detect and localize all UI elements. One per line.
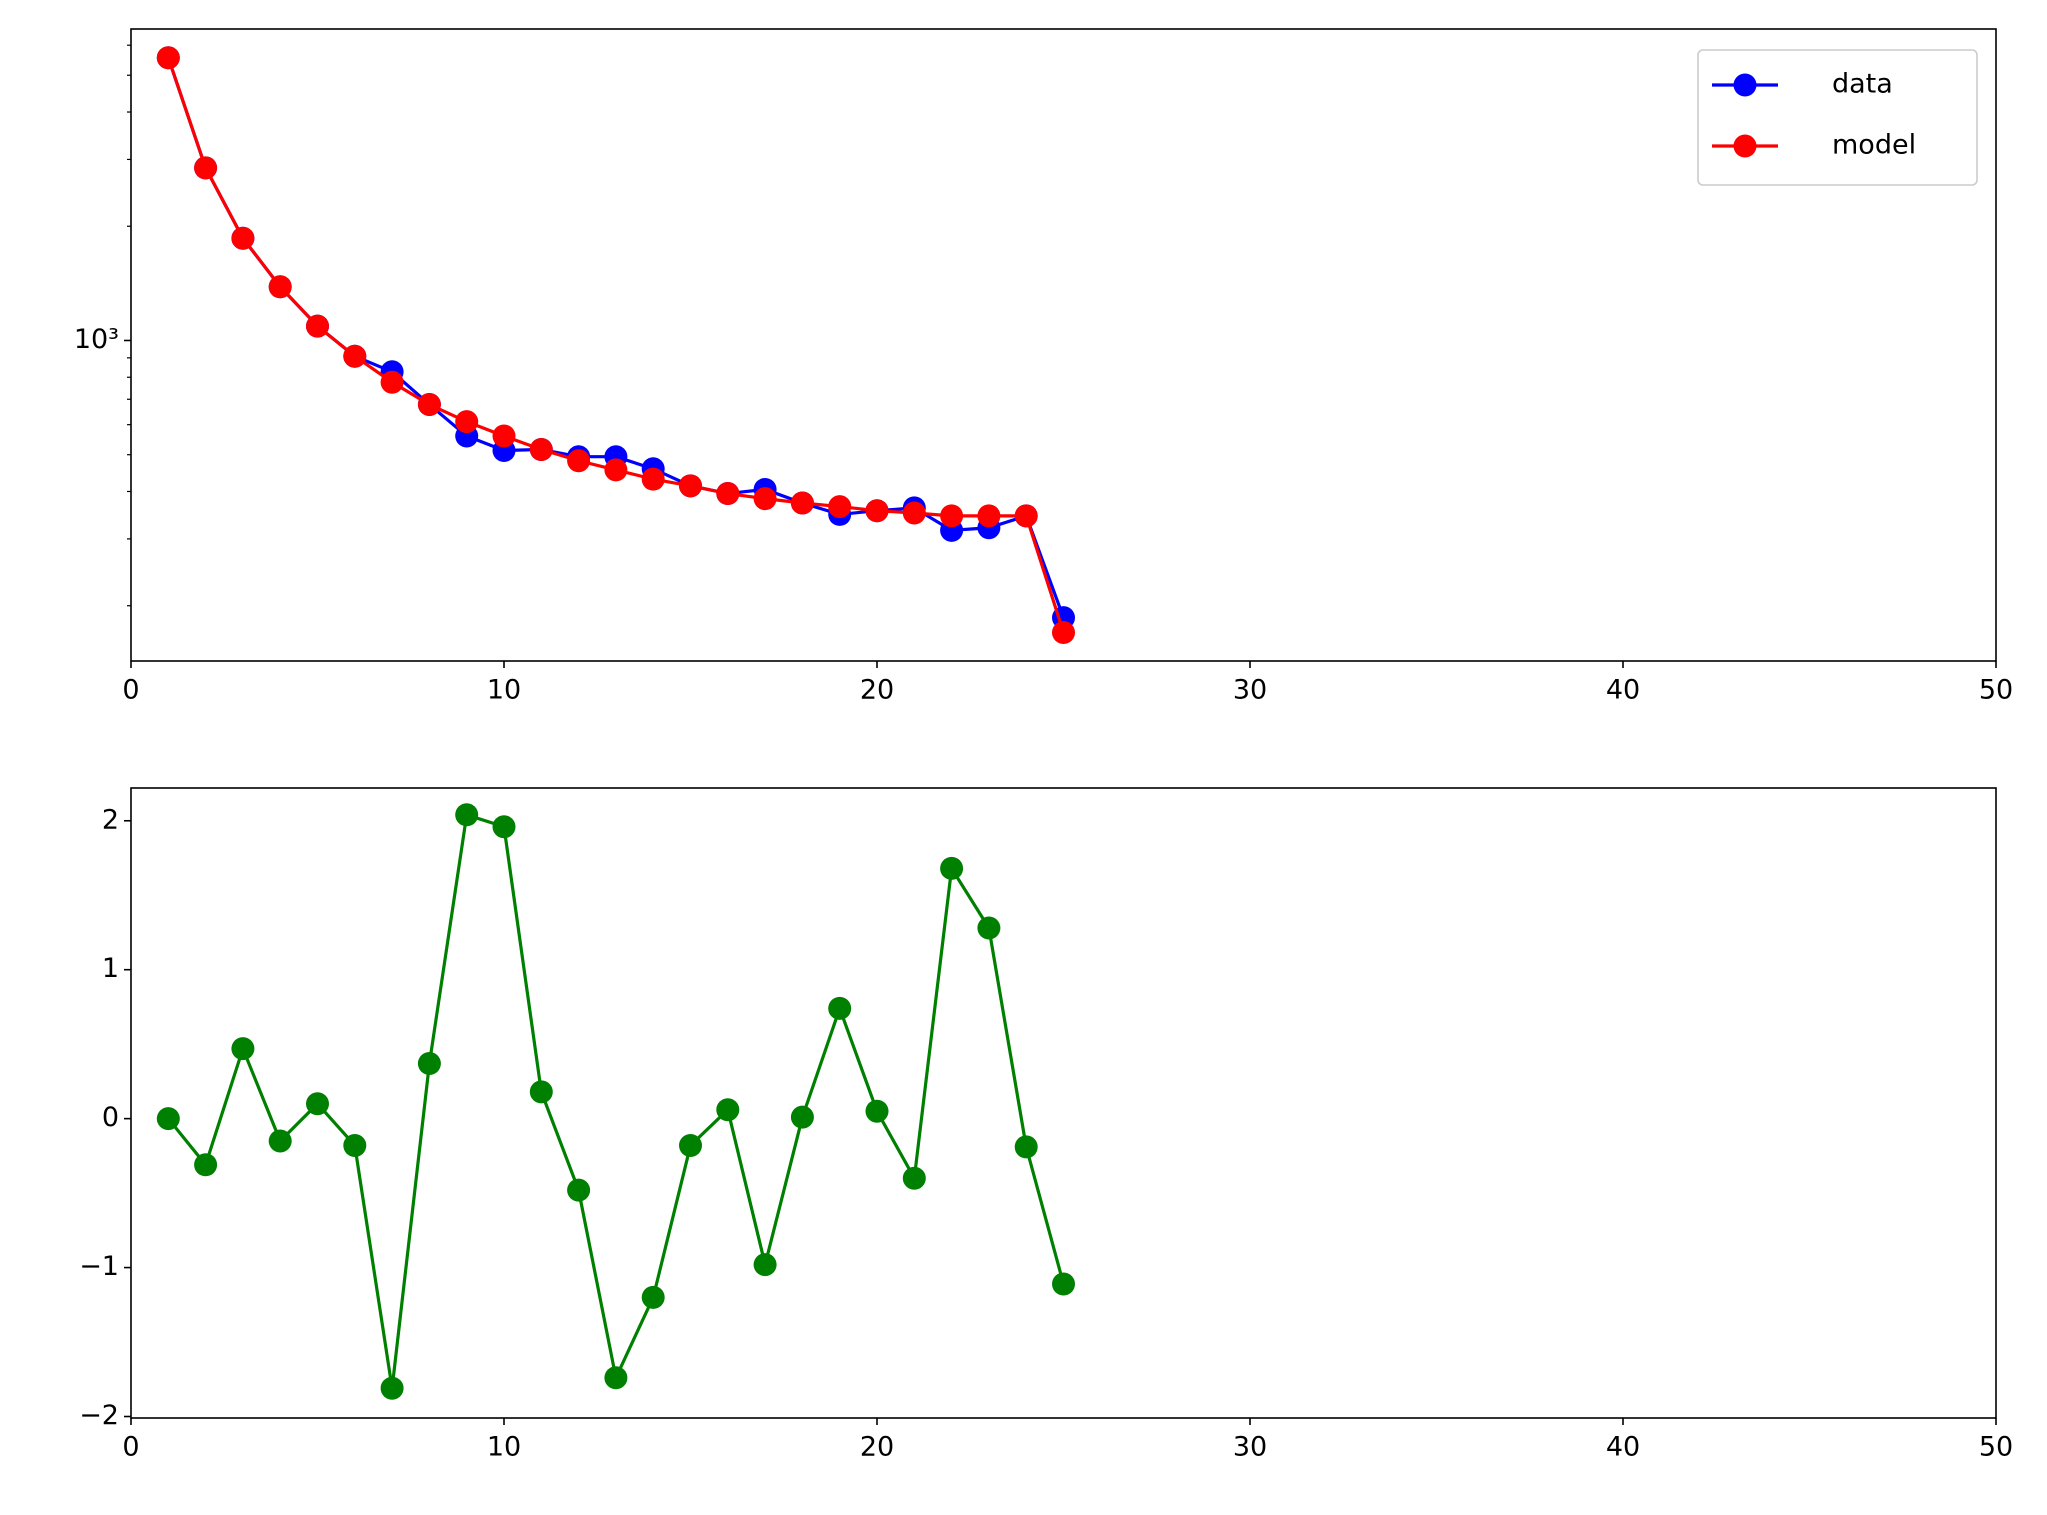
x-tick-label: 30 [1233, 1432, 1267, 1463]
x-tick-label: 10 [487, 675, 521, 706]
marker [902, 501, 926, 525]
marker [679, 474, 702, 498]
marker [380, 370, 404, 394]
legend-marker [1733, 73, 1757, 97]
series-line [166, 57, 1066, 633]
marker [194, 1153, 218, 1177]
marker [753, 487, 777, 511]
marker [529, 1080, 553, 1104]
x-tick-label: 50 [1979, 675, 2013, 706]
marker [790, 1105, 814, 1129]
marker [1014, 504, 1038, 528]
marker [865, 1099, 889, 1123]
marker [194, 156, 218, 180]
marker [902, 1166, 926, 1190]
marker [306, 1092, 329, 1116]
y-tick-label: −2 [79, 1400, 119, 1431]
y-tick-label: 0 [102, 1102, 119, 1133]
legend-marker [1733, 134, 1757, 158]
legend-label: data [1832, 69, 1893, 100]
legend: data model [1697, 49, 1978, 186]
marker [716, 482, 740, 506]
marker [567, 449, 591, 473]
legend-label: model [1832, 130, 1916, 161]
marker [977, 916, 1001, 940]
marker [1052, 620, 1075, 644]
marker [604, 458, 628, 482]
marker [417, 1052, 441, 1076]
marker [529, 438, 553, 462]
y-tick-label: 2 [102, 804, 119, 835]
x-tick-label: 0 [122, 1432, 139, 1463]
marker [716, 1098, 740, 1122]
series-line [166, 57, 1066, 619]
marker [268, 275, 292, 299]
marker [790, 491, 814, 515]
x-tick-label: 40 [1606, 1432, 1640, 1463]
marker [940, 856, 964, 880]
marker [641, 467, 665, 491]
marker [417, 393, 441, 417]
marker [231, 1037, 255, 1061]
y-tick-label: 10³ [74, 324, 119, 355]
x-tick-label: 50 [1979, 1432, 2013, 1463]
marker [231, 226, 255, 250]
marker [306, 314, 329, 338]
marker [753, 1253, 777, 1277]
marker [567, 1178, 591, 1202]
marker [343, 344, 367, 368]
marker [268, 1129, 292, 1153]
x-tick-label: 40 [1606, 675, 1640, 706]
marker [865, 499, 889, 523]
marker [828, 495, 852, 519]
x-tick-label: 10 [487, 1432, 521, 1463]
marker [156, 46, 180, 70]
x-tick-label: 0 [122, 675, 139, 706]
marker [828, 996, 852, 1020]
marker [1014, 1135, 1038, 1159]
y-tick-label: 1 [102, 953, 119, 984]
series-line [167, 812, 1066, 1389]
marker [641, 1285, 665, 1309]
y-tick-label: −1 [79, 1251, 119, 1282]
marker [492, 815, 516, 839]
marker [679, 1133, 702, 1157]
axes-frame [130, 28, 1997, 662]
marker [156, 1107, 180, 1131]
x-tick-label: 30 [1233, 675, 1267, 706]
axes-frame [130, 787, 1997, 1419]
marker [977, 504, 1001, 528]
marker [604, 1366, 628, 1390]
marker [380, 1376, 404, 1400]
x-tick-label: 20 [860, 675, 894, 706]
marker [455, 410, 479, 434]
marker [940, 504, 964, 528]
marker [1052, 1272, 1075, 1296]
marker [343, 1133, 367, 1157]
marker [455, 803, 479, 827]
x-tick-label: 20 [860, 1432, 894, 1463]
marker [492, 424, 516, 448]
